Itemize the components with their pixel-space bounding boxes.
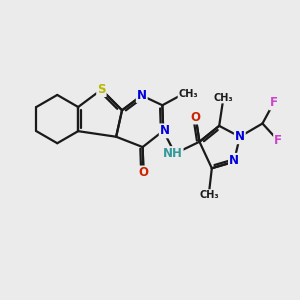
Text: N: N (235, 130, 245, 143)
Text: O: O (139, 167, 148, 179)
Text: F: F (274, 134, 282, 147)
Text: S: S (97, 83, 106, 96)
Text: CH₃: CH₃ (199, 190, 219, 200)
Text: CH₃: CH₃ (178, 89, 198, 99)
Text: N: N (137, 89, 147, 102)
Text: N: N (160, 124, 170, 137)
Text: O: O (190, 110, 201, 124)
Text: CH₃: CH₃ (213, 93, 233, 103)
Text: N: N (229, 154, 239, 167)
Text: NH: NH (163, 147, 183, 160)
Text: F: F (270, 96, 278, 110)
